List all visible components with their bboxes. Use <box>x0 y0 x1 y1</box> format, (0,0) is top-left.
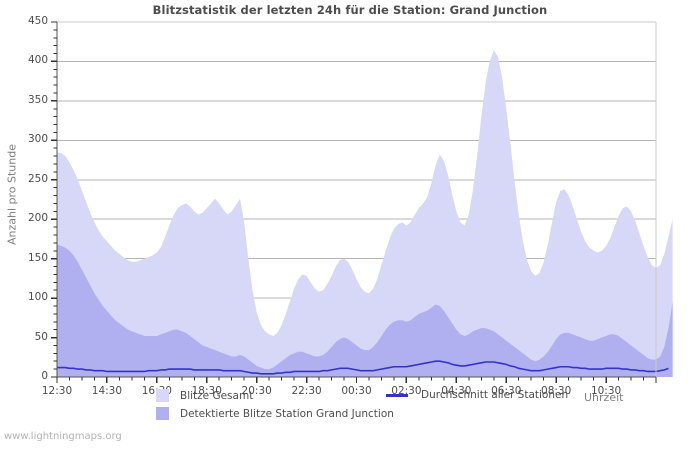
y-tick-100: 100 <box>27 291 48 304</box>
y-tick-150: 150 <box>27 251 48 264</box>
y-tick-0: 0 <box>41 370 48 382</box>
x-tick-0830: 08:30 <box>541 385 572 397</box>
x-tick-0630: 06:30 <box>491 385 522 397</box>
legend-label-average: Durchschnitt aller Stationen <box>421 389 569 401</box>
legend-item-average: Durchschnitt aller Stationen <box>386 389 568 401</box>
x-axis-label: Uhrzeit <box>584 391 624 404</box>
chart-legend: Blitze Gesamt Detektierte Blitze Station… <box>0 388 700 428</box>
x-tick-2030: 20:30 <box>241 385 272 397</box>
legend-label-detected: Detektierte Blitze Station Grand Junctio… <box>180 407 394 420</box>
x-tick-0030: 00:30 <box>341 385 372 397</box>
legend-label-total: Blitze Gesamt <box>180 389 254 402</box>
legend-swatch-total <box>156 389 169 402</box>
y-tick-400: 400 <box>27 54 48 67</box>
x-tick-0430: 04:30 <box>441 385 472 397</box>
y-tick-200: 200 <box>27 212 48 225</box>
y-tick-350: 350 <box>27 93 48 106</box>
legend-line-average <box>386 393 408 397</box>
x-tick-1030: 10:30 <box>590 385 622 397</box>
legend-item-total: Blitze Gesamt <box>156 389 253 402</box>
x-tick-2230: 22:30 <box>291 385 322 397</box>
x-tick-1830: 18:30 <box>191 385 222 397</box>
watermark: www.lightningmaps.org <box>4 431 122 442</box>
legend-item-detected: Detektierte Blitze Station Grand Junctio… <box>156 407 394 420</box>
y-tick-250: 250 <box>27 172 48 185</box>
y-tick-450: 450 <box>27 15 48 27</box>
page-title: Blitzstatistik der letzten 24h für die S… <box>152 3 548 17</box>
x-tick-1430: 14:30 <box>91 385 123 397</box>
legend-swatch-detected <box>156 407 169 420</box>
x-tick-1230: 12:30 <box>41 385 73 397</box>
y-tick-50: 50 <box>34 330 48 343</box>
y-tick-300: 300 <box>27 133 48 146</box>
